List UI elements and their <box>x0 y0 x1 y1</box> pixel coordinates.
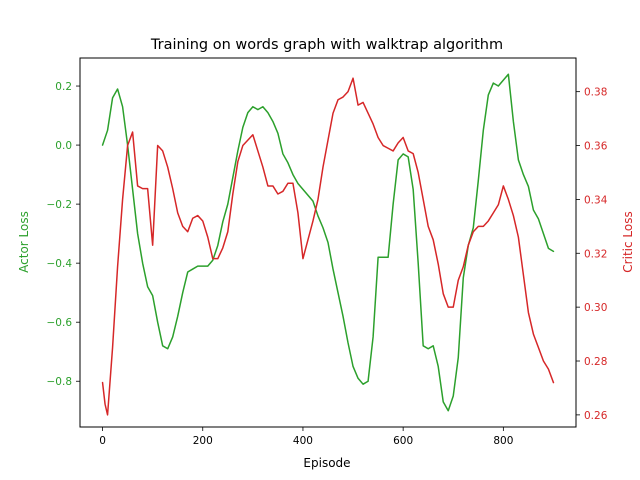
right-tick-label: 0.38 <box>584 87 607 99</box>
critic-loss-line <box>101 77 555 416</box>
right-tick-label: 0.30 <box>584 302 607 314</box>
left-tick-label: −0.2 <box>47 199 73 211</box>
x-axis-label: Episode <box>303 456 350 470</box>
left-tick-label: 0.0 <box>55 140 72 152</box>
left-tick-label: −0.6 <box>47 317 73 329</box>
right-tick-label: 0.28 <box>584 356 607 368</box>
right-tick-label: 0.34 <box>584 194 608 206</box>
x-axis-ticks: 0 200 400 600 800 <box>99 427 513 447</box>
x-tick-label: 200 <box>193 435 213 447</box>
right-axis-label: Critic Loss <box>621 211 635 272</box>
left-axis-label: Actor Loss <box>17 211 31 273</box>
plot-frame <box>79 57 577 428</box>
chart-title: Training on words graph with walktrap al… <box>150 37 503 53</box>
x-tick-label: 800 <box>493 435 513 447</box>
right-axis-ticks: 0.26 0.28 0.30 0.32 0.34 0.36 0.38 <box>576 87 608 422</box>
x-tick-label: 400 <box>293 435 313 447</box>
plot-lines <box>101 73 555 416</box>
right-tick-label: 0.36 <box>584 141 608 153</box>
actor-loss-line <box>101 73 555 412</box>
x-tick-label: 600 <box>393 435 413 447</box>
x-tick-label: 0 <box>99 435 106 447</box>
right-tick-label: 0.32 <box>584 248 607 260</box>
left-tick-label: −0.4 <box>47 258 73 270</box>
left-tick-label: −0.8 <box>47 376 73 388</box>
right-tick-label: 0.26 <box>584 410 608 422</box>
left-axis-ticks: 0.2 0.0 −0.2 −0.4 −0.6 −0.8 <box>47 81 80 388</box>
left-tick-label: 0.2 <box>55 81 72 93</box>
